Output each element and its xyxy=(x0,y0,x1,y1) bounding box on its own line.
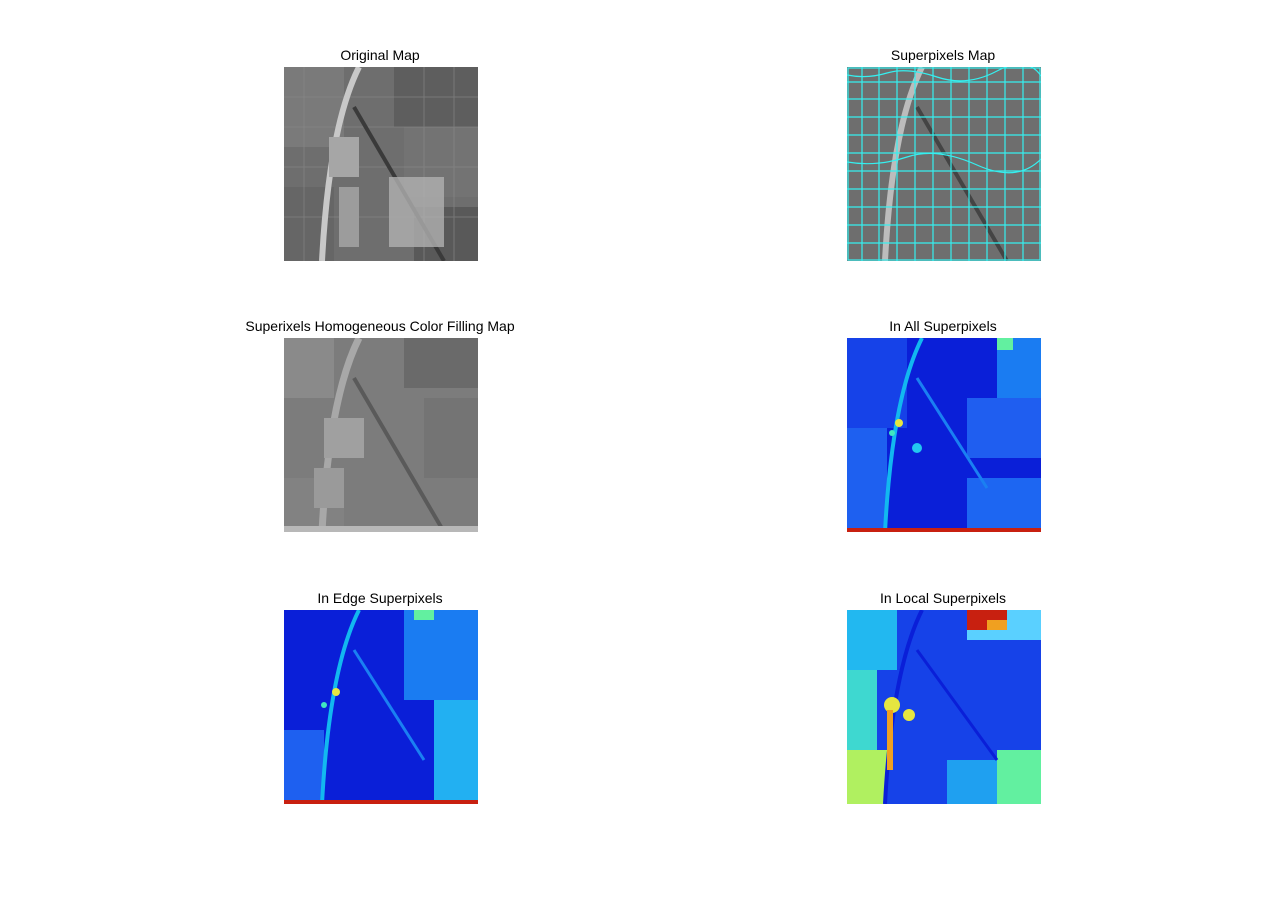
panel-title: Original Map xyxy=(340,47,420,63)
panel-title: In Edge Superpixels xyxy=(317,590,443,606)
panel-title: Superixels Homogeneous Color Filling Map xyxy=(245,318,515,334)
panel-in-all-superpixels: In All Superpixels xyxy=(743,318,1143,538)
in-edge-superpixels-heatmap xyxy=(284,610,478,804)
panel-in-edge-superpixels: In Edge Superpixels xyxy=(180,590,580,810)
in-local-superpixels-heatmap xyxy=(847,610,1041,804)
panel-title: In Local Superpixels xyxy=(879,590,1007,606)
panel-title: In All Superpixels xyxy=(889,318,997,334)
panel-superpixels-map: Superpixels Map xyxy=(743,47,1143,267)
panel-title: Superpixels Map xyxy=(890,47,996,63)
panel-in-local-superpixels: In Local Superpixels xyxy=(743,590,1143,810)
superpixels-map-image xyxy=(847,67,1041,261)
original-map-image xyxy=(284,67,478,261)
color-filling-map-image xyxy=(284,338,478,532)
panel-color-filling-map: Superixels Homogeneous Color Filling Map xyxy=(180,318,580,538)
panel-original-map: Original Map xyxy=(180,47,580,267)
in-all-superpixels-heatmap xyxy=(847,338,1041,532)
